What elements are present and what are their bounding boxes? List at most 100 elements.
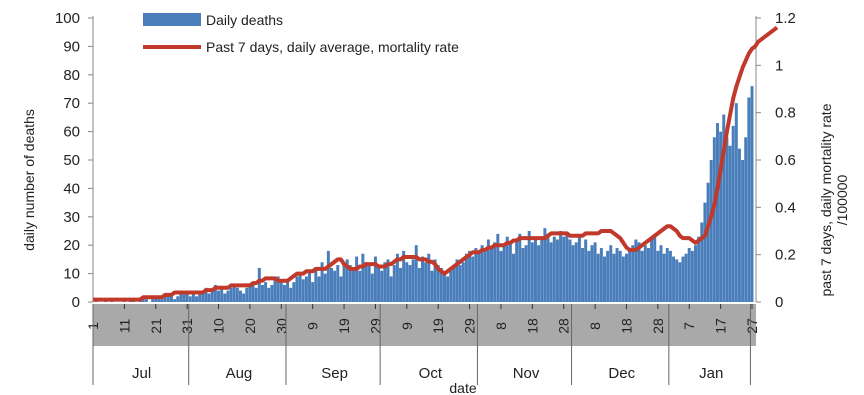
bar [201, 290, 205, 302]
bar [631, 245, 635, 302]
x-tick-label: 31 [179, 318, 195, 334]
y-right-tick-label: 0.2 [775, 247, 796, 264]
y-left-tick-label: 90 [63, 38, 80, 55]
y-right-tick-label: 0 [775, 294, 783, 311]
bar [336, 265, 340, 302]
bar [590, 245, 594, 302]
bar [725, 137, 729, 302]
bar [395, 253, 399, 302]
bar [744, 137, 748, 302]
bars-layer [94, 86, 754, 303]
y-left-tick-label: 0 [72, 294, 80, 311]
bar [593, 242, 597, 302]
bar [653, 233, 657, 302]
bar [521, 248, 525, 302]
x-tick-label: 27 [744, 318, 760, 334]
bar [169, 296, 173, 302]
bar [267, 287, 271, 302]
bar [461, 262, 465, 302]
bar [681, 256, 685, 302]
legend-swatch-daily-deaths [143, 13, 201, 26]
bar [436, 265, 440, 302]
bar [185, 293, 189, 302]
bar [314, 267, 318, 302]
bar [179, 293, 183, 302]
month-label: Aug [226, 365, 253, 382]
bar [502, 245, 506, 302]
y-left-tick-label: 70 [63, 95, 80, 112]
bar [628, 248, 632, 302]
month-label: Sep [321, 365, 348, 382]
bar [549, 242, 553, 302]
bar [537, 245, 541, 302]
bar [276, 276, 280, 302]
bar [260, 284, 264, 302]
bar [238, 290, 242, 302]
x-axis-label: date [449, 380, 476, 395]
bar [320, 262, 324, 302]
x-tick-label: 18 [618, 318, 634, 334]
bar [606, 250, 610, 302]
bar [173, 299, 177, 302]
bar [323, 273, 327, 302]
bar [355, 256, 359, 302]
bar [458, 265, 462, 302]
y-axis-right-label-line: past 7 days, daily mortality rate [818, 103, 834, 296]
bar [176, 296, 180, 302]
bar [577, 236, 581, 302]
bar [624, 253, 628, 302]
bar [217, 290, 221, 302]
x-tick-label: 17 [713, 318, 729, 334]
y-axis-right-label-line: /100000 [834, 174, 850, 225]
y-right-tick-label: 0.8 [775, 105, 796, 122]
x-tick-label: 9 [399, 322, 415, 330]
bar [643, 245, 647, 302]
bar [684, 253, 688, 302]
bar [195, 296, 199, 302]
bar [392, 265, 396, 302]
bar [198, 293, 202, 302]
bar [317, 276, 321, 302]
bar [254, 287, 258, 302]
bar [703, 202, 707, 302]
bar [439, 267, 443, 302]
bar [574, 242, 578, 302]
bar [232, 284, 236, 302]
bar [389, 276, 393, 302]
month-label: Nov [513, 365, 540, 382]
bar [144, 299, 148, 302]
bar [308, 270, 312, 302]
y-right-tick-label: 0.6 [775, 152, 796, 169]
month-label: Dec [608, 365, 635, 382]
bar [257, 267, 261, 302]
y-left-tick-label: 30 [63, 209, 80, 226]
bar [370, 273, 374, 302]
line-layer [93, 25, 779, 302]
bar [546, 233, 550, 302]
y-axis-right-label: past 7 days, daily mortality rate/100000 [818, 103, 850, 296]
bar [690, 250, 694, 302]
x-tick-label: 11 [116, 319, 132, 334]
x-tick-label: 29 [462, 318, 478, 334]
bar [568, 239, 572, 302]
bar [615, 248, 619, 302]
bar [706, 182, 710, 302]
bar [571, 245, 575, 302]
bar [737, 148, 741, 302]
y-right-tick-label: 1.2 [775, 10, 796, 27]
bar [399, 267, 403, 302]
bar [559, 231, 563, 302]
bar [515, 239, 519, 302]
x-tick-label: 9 [305, 322, 321, 330]
bar [524, 245, 528, 302]
bar [609, 245, 613, 302]
bar [722, 114, 726, 302]
bar [242, 293, 246, 302]
bar [599, 248, 603, 302]
x-tick-label: 20 [242, 318, 258, 334]
axes-layer: 0 10 20 30 40 50 60 70 80 90 100 0 0.2 0.4 0.6 0.8 1 1.2 1… [55, 10, 796, 385]
x-tick-label: 28 [556, 318, 572, 334]
bar [311, 282, 315, 302]
bar [273, 279, 277, 302]
x-tick-label: 8 [493, 322, 509, 330]
